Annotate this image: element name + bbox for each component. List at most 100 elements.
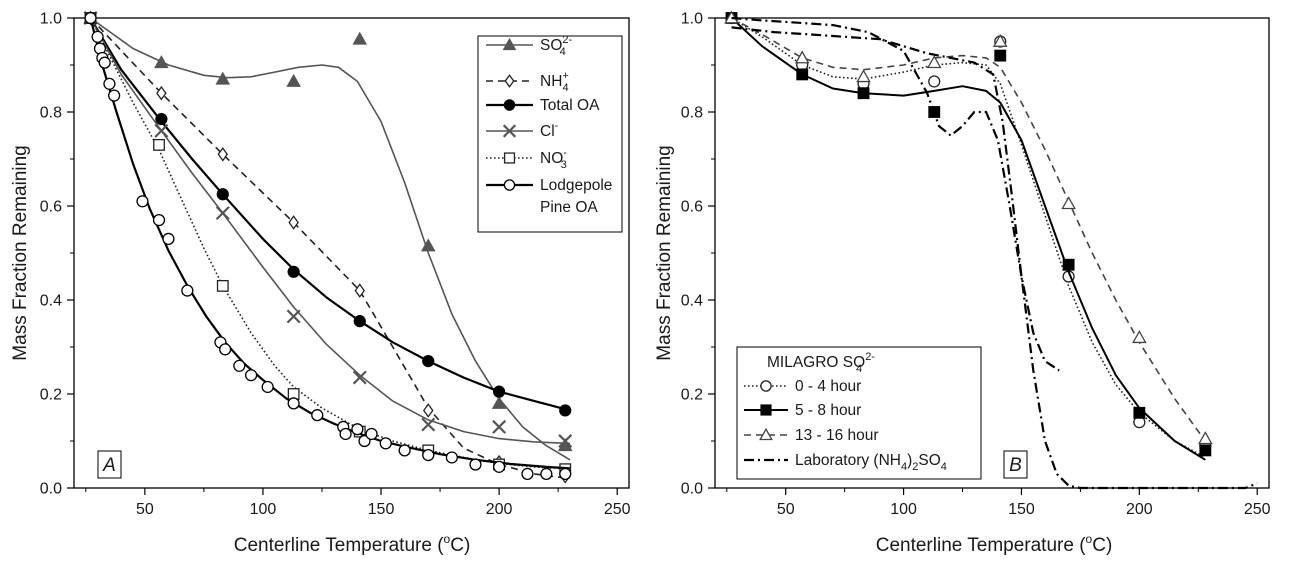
panel-a-series-6-point [358,434,371,448]
panel-b-series-4-fit-line-2 [731,26,1258,490]
panel-a-series-6-point [311,409,324,422]
panel-b-x-tick-label: 150 [1008,501,1035,518]
panel-b-x-tick-label: 50 [777,501,795,518]
panel-b-series-3-point [926,55,942,69]
panel-a-y-tick-label: 0.0 [40,481,62,498]
panel-a-series-6-point [136,195,149,208]
panel-b-x-axis-title: Centerline Temperature (oC) [876,532,1113,556]
panel-a-series-6-point [351,423,364,436]
panel-a-series-1-point [491,395,507,409]
panel-a-legend-label: Total OA [540,97,600,114]
panel-a-series-3-point [287,265,300,278]
panel-a-series-2-point [422,403,434,418]
panel-b-legend-marker [759,427,773,441]
panel-a-series-6-point [559,467,572,481]
panel-b-series-2-point [1199,444,1212,457]
panel-b-axes: 50 100 150 200 250 0.0 0.2 0.4 0.6 0.8 1.0 [681,11,1271,519]
panel-a-series-3 [84,11,572,417]
panel-b-y-tick-label: 0.6 [681,199,703,216]
panel-a-series-6-point [398,444,411,457]
panel-a-series-1-point [352,31,368,45]
panel-a-legend-marker [502,124,517,138]
panel-a-legend-marker [503,152,516,164]
panel-b-series-2 [725,12,1212,461]
panel-a-series-3-point [216,188,229,201]
panel-a-y-tick-label: 0.8 [40,105,62,122]
panel-b-series-3-fit-line [731,17,1206,442]
panel-b-chart: 50 100 150 200 250 0.0 0.2 0.4 0.6 0.8 1.0 Mass Fr… [654,10,1271,556]
panel-b-y-tick-label: 0.8 [681,105,703,122]
panel-a-x-tick-label: 150 [368,501,395,518]
panel-a-x-tick-label: 50 [136,501,154,518]
panel-a-legend-label: NO-3 [540,147,567,171]
panel-a-series-5-point [216,279,229,292]
panel-a-legend-marker [504,74,515,88]
panel-b-y-tick-label: 0.4 [681,293,703,310]
panel-a-series-6-point [219,343,232,356]
panel-b-series-2-point [1062,258,1075,271]
panel-a-series-1-point [215,71,231,85]
panel-a-series-3-point [422,354,435,368]
panel-a-series-6-point [103,77,116,90]
panel-a-legend-label: Lodgepole [540,177,612,194]
panel-a-series-2-point [156,85,167,101]
panel-b-series-2-point [1133,406,1146,419]
panel-a-series-5-fit-line [89,17,571,470]
panel-a-series-6-point [445,451,458,464]
panel-a-legend-label: NH+ 4 [540,70,569,94]
panel-a-legend-box [477,35,623,233]
panel-a-y-tick-label: 0.2 [40,387,62,404]
panel-a-series-6-point [379,437,392,450]
panel-b-series [724,10,1258,490]
panel-b-legend-label: 0 - 4 hour [795,378,861,395]
panel-a-legend-label: SO2-4 [540,34,573,58]
panel-b-legend-marker [760,404,772,416]
panel-a-series-6-point [84,11,97,25]
panel-a-series-2-fit-line [89,17,571,480]
panel-b-y-axis-title: Mass Fraction Remaining [654,145,675,360]
panel-a-legend-marker [502,37,517,51]
panel-b-legend-label: Laboratory (NH4)2SO4 [795,452,947,473]
panel-a-series [83,10,573,484]
panel-a-series-1-point [420,238,436,252]
panel-b-series-2-point [857,87,870,100]
panel-a-axes: 50 100 150 200 250 0.0 0.2 0.4 0.6 0.8 1.0 [40,11,631,519]
panel-b-legend: MILAGRO SO2-4 0 - 4 hour 5 - 8 hour 13 - 16… [736,346,982,480]
panel-b-series-3-point [794,50,810,64]
panel-a-y-axis-title: Mass Fraction Remaining [10,145,31,360]
panel-b-legend-box [736,346,982,480]
panel-a-series-2-point [288,215,299,230]
panel-a-series-4-point [286,309,301,324]
panel-a-series-6-point [422,448,435,462]
panel-a-legend-label: Cl- [540,120,559,140]
panel-a-series-6 [84,11,572,481]
panel-a-series-6-point [181,284,194,297]
panel-b-x-tick-label: 200 [1126,501,1153,518]
panel-b-series-3 [724,10,1213,445]
panel-a-legend-marker [503,99,516,111]
panel-b-series-3-point [992,33,1008,47]
panel-b-series-2-fit-line [730,17,1206,461]
panel-a-series-3-point [155,112,168,126]
panel-a-x-tick-label: 250 [604,501,631,518]
panel-a-series-6-point [162,232,175,246]
panel-a-y-tick-label: 0.6 [40,199,62,216]
panel-a-label-box [97,450,122,479]
panel-b-series-4 [731,16,1258,490]
panel-a-series-6-point [339,427,352,441]
panel-b-series-3-point [1198,431,1213,445]
panel-a-legend-marker [503,179,516,191]
panel-a-series-4-point [421,417,436,432]
panel-a-x-tick-label: 100 [250,501,277,518]
panel-a-series-1-point [286,73,301,87]
panel-a-series-6-point [152,213,166,227]
panel-b-legend-label: 5 - 8 hour [795,402,861,419]
panel-b-series-3-point [1132,330,1147,344]
panel-a-series-6-point [98,56,111,69]
panel-a-series-4-point [352,370,367,385]
panel-a-x-axis-title: Centerline Temperature (oC) [234,532,471,556]
panel-a-series-1-point [154,55,169,69]
panel-b-legend-title: MILAGRO SO2-4 [767,351,875,375]
panel-a-series-3-point [559,404,572,417]
panel-a-legend: SO2-4 NH+ 4 Total OA Cl- NO-3 Lodgepole Pine OA [477,34,623,233]
